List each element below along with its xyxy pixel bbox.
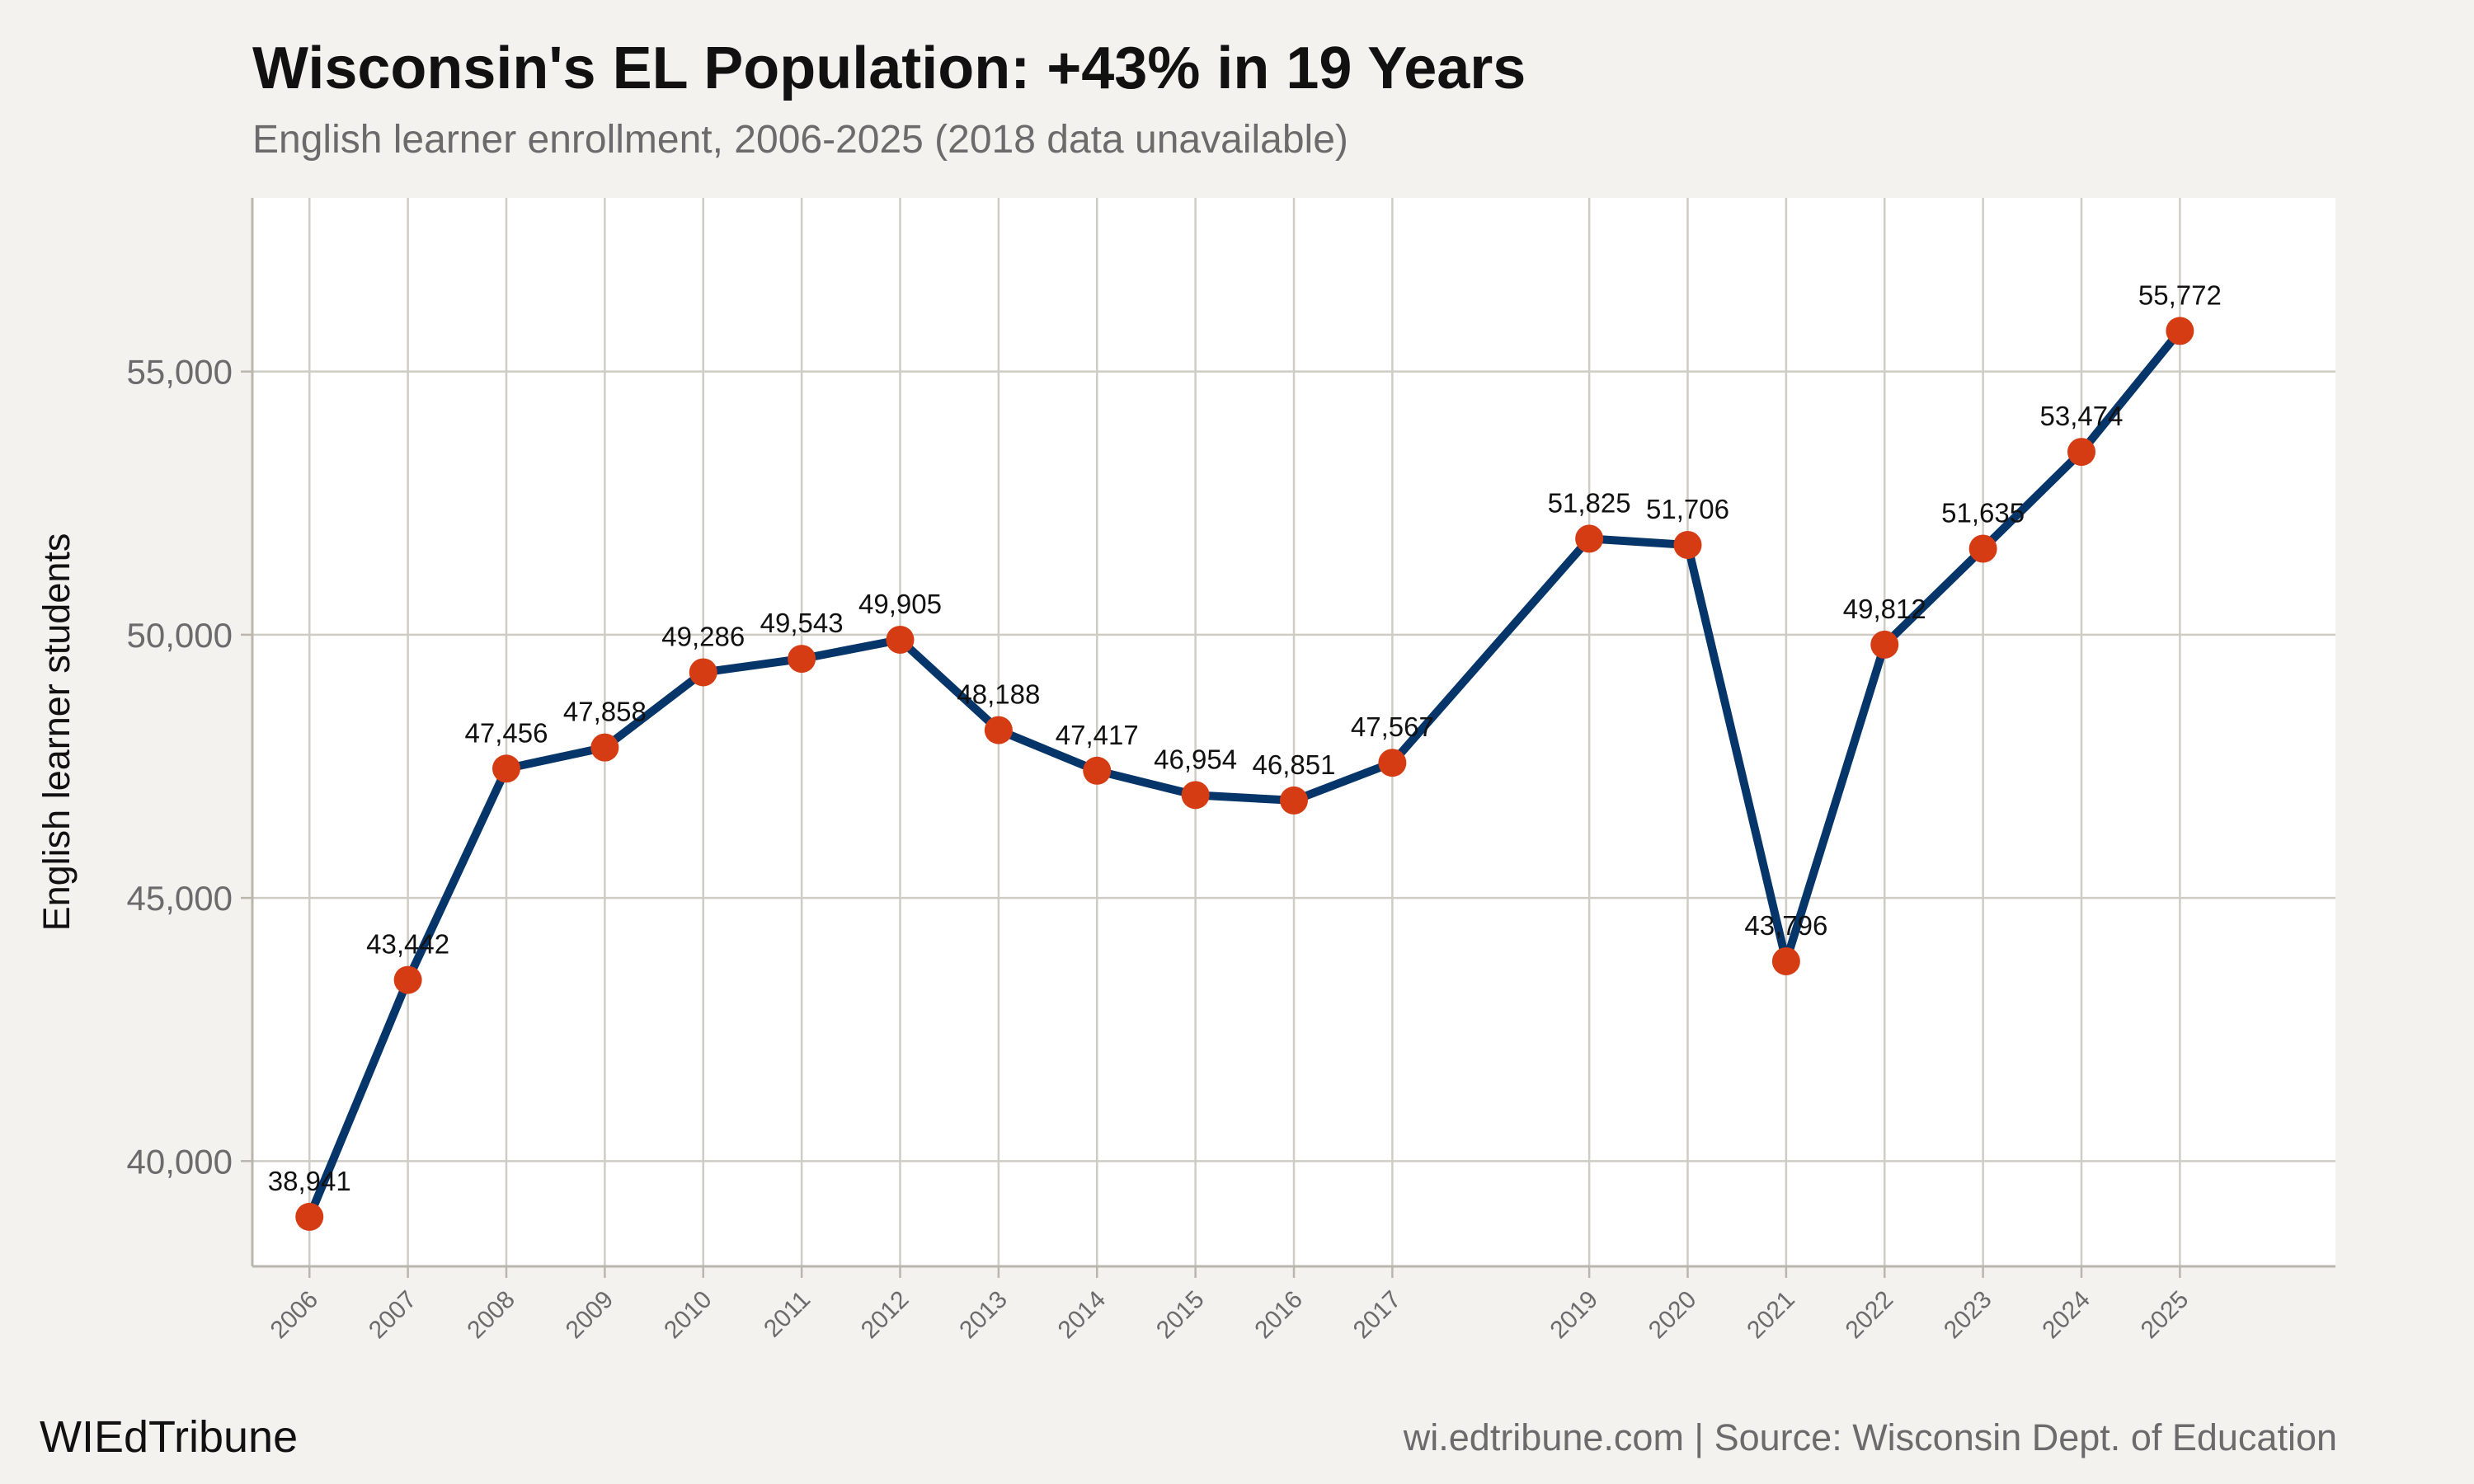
data-point [1083, 756, 1112, 785]
data-label: 51,825 [1548, 487, 1631, 518]
x-axis-ticks: 2006 2007 2008 2009 2010 2011 2012 2013 2014 2015… [266, 1266, 2194, 1344]
x-tick-label: 2019 [1545, 1286, 1604, 1345]
horizontal-gridlines [252, 370, 2335, 1162]
x-tick-label: 2014 [1053, 1286, 1112, 1345]
x-tick-label: 2008 [462, 1286, 520, 1345]
data-point [590, 733, 619, 762]
data-label: 43,796 [1744, 910, 1827, 941]
x-tick-label: 2016 [1249, 1286, 1308, 1345]
data-point [1378, 749, 1407, 777]
x-tick-label: 2022 [1841, 1286, 1899, 1345]
data-label: 49,286 [661, 621, 745, 651]
vertical-gridlines [308, 198, 2181, 1266]
x-tick-label: 2021 [1742, 1286, 1800, 1345]
data-point [1673, 530, 1702, 559]
data-point [788, 645, 816, 674]
data-label: 48,188 [957, 679, 1040, 710]
x-tick-label: 2020 [1644, 1286, 1702, 1345]
x-tick-label: 2023 [1939, 1286, 1997, 1345]
data-label: 49,543 [760, 608, 844, 638]
x-tick-label: 2024 [2037, 1286, 2095, 1345]
data-points [295, 317, 2194, 1231]
data-label: 47,456 [465, 717, 548, 748]
data-point [1870, 630, 1899, 659]
y-tick-label: 55,000 [127, 353, 233, 392]
chart-subtitle: English learner enrollment, 2006-2025 (2… [252, 118, 1348, 162]
brand-label: WIEdTribune [40, 1412, 299, 1462]
x-tick-label: 2012 [856, 1286, 915, 1345]
data-label: 46,851 [1253, 749, 1336, 780]
data-label: 53,474 [2040, 401, 2124, 431]
data-point [393, 965, 422, 994]
data-point [1968, 534, 1997, 563]
data-point [1575, 524, 1604, 553]
source-credit: wi.edtribune.com | Source: Wisconsin Dep… [1403, 1416, 2337, 1458]
chart-title: Wisconsin's EL Population: +43% in 19 Ye… [252, 35, 1526, 101]
data-point [1771, 946, 1800, 975]
data-label: 46,954 [1154, 744, 1237, 774]
data-label: 47,417 [1056, 720, 1139, 750]
data-point [2166, 317, 2194, 345]
data-label: 47,567 [1351, 711, 1434, 742]
x-tick-label: 2017 [1348, 1286, 1407, 1345]
data-labels: 38,941 43,442 47,456 47,858 49,286 49,543 49,9… [268, 279, 2222, 1196]
data-point [689, 658, 717, 687]
x-tick-label: 2006 [266, 1286, 324, 1345]
data-label: 43,442 [366, 929, 449, 960]
data-label: 51,706 [1646, 494, 1729, 524]
data-label: 49,812 [1843, 594, 1926, 624]
data-label: 47,858 [563, 697, 647, 727]
data-point [886, 625, 915, 654]
x-tick-label: 2025 [2136, 1286, 2194, 1345]
data-label: 55,772 [2138, 279, 2222, 310]
x-tick-label: 2013 [954, 1286, 1013, 1345]
x-tick-label: 2011 [759, 1286, 816, 1343]
data-point [2067, 438, 2096, 467]
data-point [1280, 786, 1308, 815]
x-tick-label: 2009 [561, 1286, 619, 1345]
data-point [492, 754, 520, 783]
y-axis-ticks: 40,000 45,000 50,000 55,000 [127, 353, 252, 1181]
data-label: 38,941 [268, 1166, 351, 1196]
y-axis-title: English learner students [35, 533, 78, 932]
x-tick-label: 2007 [364, 1286, 422, 1345]
data-point [295, 1202, 324, 1231]
x-tick-label: 2015 [1151, 1286, 1210, 1345]
x-tick-label: 2010 [659, 1286, 717, 1345]
data-point [984, 716, 1013, 744]
y-tick-label: 50,000 [127, 616, 233, 655]
data-point [1181, 781, 1210, 810]
y-tick-label: 40,000 [127, 1142, 233, 1181]
data-label: 51,635 [1941, 498, 2025, 528]
y-tick-label: 45,000 [127, 879, 233, 918]
data-label: 49,905 [858, 589, 942, 619]
